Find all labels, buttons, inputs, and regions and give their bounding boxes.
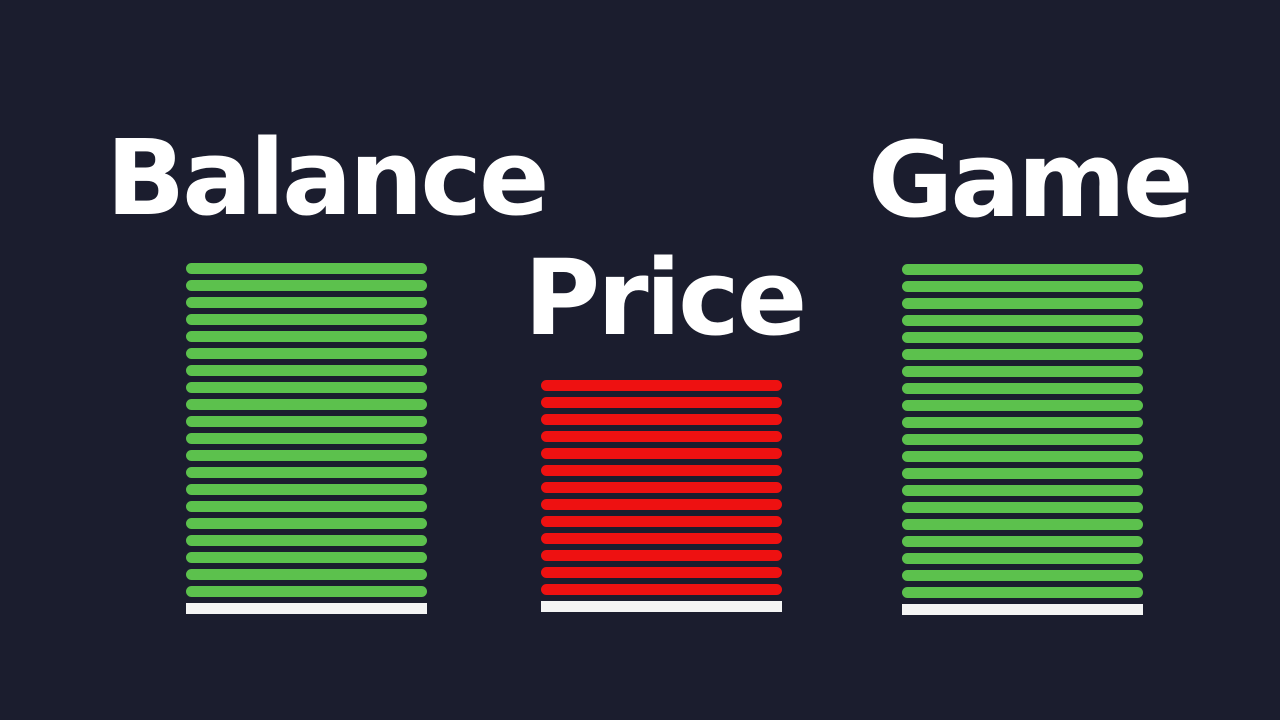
balance-bar bbox=[186, 365, 427, 376]
price-bar bbox=[541, 431, 782, 442]
balance-bar bbox=[186, 552, 427, 563]
game-bar bbox=[902, 468, 1143, 479]
price-bar bbox=[541, 567, 782, 578]
price-bar bbox=[541, 550, 782, 561]
price-bar bbox=[541, 482, 782, 493]
price-bar bbox=[541, 380, 782, 391]
game-bar bbox=[902, 298, 1143, 309]
price-bar bbox=[541, 584, 782, 595]
game-bar bbox=[902, 485, 1143, 496]
balance-bar bbox=[186, 484, 427, 495]
balance-bar bbox=[186, 348, 427, 359]
game-bar bbox=[902, 417, 1143, 428]
game-bar bbox=[902, 315, 1143, 326]
game-bar bbox=[902, 349, 1143, 360]
game-bar bbox=[902, 264, 1143, 275]
game-base-line bbox=[902, 604, 1143, 615]
game-bar bbox=[902, 281, 1143, 292]
balance-bar bbox=[186, 433, 427, 444]
price-bar bbox=[541, 448, 782, 459]
balance-bar bbox=[186, 314, 427, 325]
game-bar bbox=[902, 570, 1143, 581]
balance-bar bbox=[186, 399, 427, 410]
balance-bar bbox=[186, 501, 427, 512]
balance-bar bbox=[186, 467, 427, 478]
price-bar bbox=[541, 499, 782, 510]
price-bar bbox=[541, 533, 782, 544]
price-label: Price bbox=[524, 237, 807, 359]
balance-bar bbox=[186, 416, 427, 427]
balance-base-line bbox=[186, 603, 427, 614]
balance-bar bbox=[186, 263, 427, 274]
game-label: Game bbox=[868, 119, 1193, 241]
game-bar bbox=[902, 519, 1143, 530]
price-bar bbox=[541, 516, 782, 527]
game-bar bbox=[902, 332, 1143, 343]
balance-bar bbox=[186, 569, 427, 580]
game-bar bbox=[902, 553, 1143, 564]
game-bar bbox=[902, 366, 1143, 377]
price-base-line bbox=[541, 601, 782, 612]
game-bar bbox=[902, 587, 1143, 598]
balance-bar bbox=[186, 586, 427, 597]
game-bar bbox=[902, 383, 1143, 394]
price-bar bbox=[541, 465, 782, 476]
balance-bar bbox=[186, 297, 427, 308]
price-bar bbox=[541, 414, 782, 425]
balance-bar bbox=[186, 450, 427, 461]
game-bar bbox=[902, 400, 1143, 411]
balance-bar bbox=[186, 382, 427, 393]
game-bar bbox=[902, 434, 1143, 445]
balance-bar bbox=[186, 535, 427, 546]
balance-bar bbox=[186, 518, 427, 529]
balance-bar bbox=[186, 331, 427, 342]
balance-bar bbox=[186, 280, 427, 291]
price-bar bbox=[541, 397, 782, 408]
game-bar bbox=[902, 451, 1143, 462]
balance-label: Balance bbox=[106, 117, 550, 239]
game-bar bbox=[902, 536, 1143, 547]
game-bar bbox=[902, 502, 1143, 513]
